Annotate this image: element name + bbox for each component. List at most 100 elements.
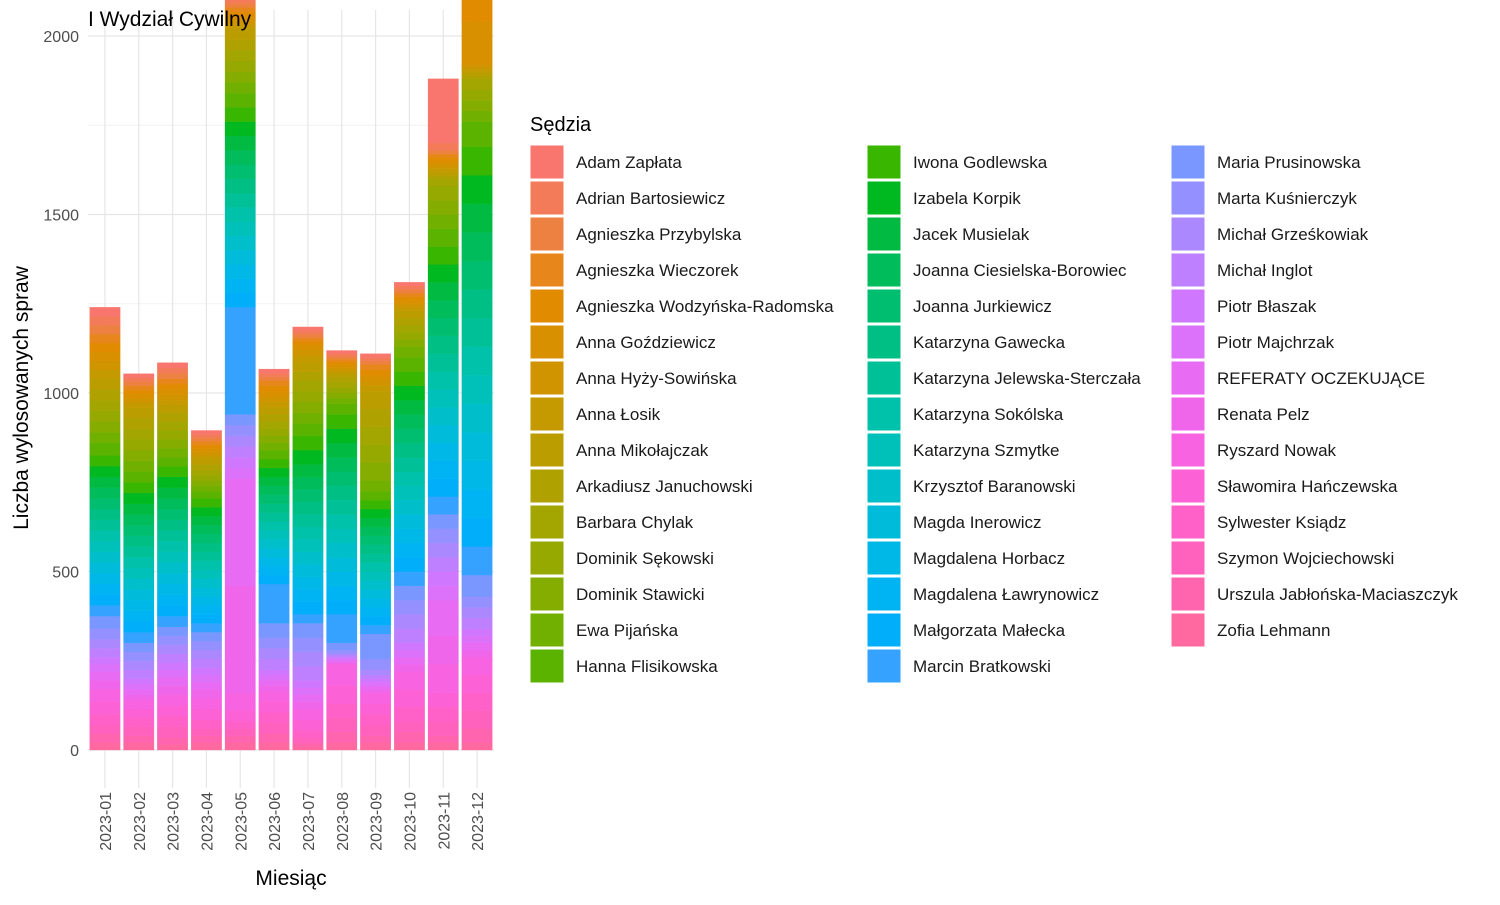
bar-segment bbox=[292, 746, 324, 751]
bar-segment bbox=[292, 337, 324, 342]
bar-segment bbox=[258, 376, 290, 381]
bar-segment bbox=[123, 678, 155, 685]
bar-segment bbox=[89, 541, 121, 553]
x-tick-label: 2023-10 bbox=[402, 792, 419, 851]
bar-segment bbox=[123, 735, 155, 744]
bar-segment bbox=[394, 385, 425, 401]
bar-segment bbox=[258, 391, 290, 397]
legend-key bbox=[866, 288, 902, 324]
bar-segment bbox=[191, 441, 222, 445]
bar-segment bbox=[326, 471, 358, 486]
bar-segment bbox=[123, 708, 155, 719]
bar-segment bbox=[292, 401, 324, 413]
bar-segment bbox=[427, 167, 459, 172]
bar-segment bbox=[258, 530, 290, 540]
bar-segment bbox=[427, 178, 459, 187]
bar-segment bbox=[157, 685, 188, 695]
bar-segment bbox=[360, 369, 391, 376]
bar-segment bbox=[89, 562, 121, 574]
bar-segment bbox=[360, 674, 391, 679]
bar-segment bbox=[89, 455, 121, 467]
legend-key bbox=[1170, 612, 1206, 648]
bar-segment bbox=[461, 403, 493, 433]
bar-segment bbox=[123, 398, 155, 404]
bar-segment bbox=[258, 396, 290, 403]
bar-segment bbox=[191, 560, 222, 570]
bar-segment bbox=[461, 110, 493, 122]
bar-segment bbox=[191, 542, 222, 553]
bar-segment bbox=[461, 635, 493, 644]
bar-segment bbox=[258, 690, 290, 702]
bar-segment bbox=[89, 742, 121, 751]
legend-key bbox=[529, 216, 565, 252]
bar-segment bbox=[224, 135, 256, 151]
bar-segment bbox=[191, 587, 222, 597]
bar-segment bbox=[89, 476, 121, 488]
bar-segment bbox=[89, 333, 121, 344]
bar-segment bbox=[360, 357, 391, 362]
bar-segment bbox=[427, 282, 459, 301]
x-axis-label: Miesiąc bbox=[255, 867, 326, 890]
bar-segment bbox=[258, 494, 290, 504]
bar-segment bbox=[258, 407, 290, 415]
legend-label: Anna Hyży-Sowińska bbox=[576, 369, 737, 388]
bar-segment bbox=[394, 399, 425, 415]
bar-segment bbox=[427, 692, 459, 708]
bar-segment bbox=[394, 357, 425, 372]
bar-segment bbox=[157, 715, 188, 727]
bar-segment bbox=[394, 300, 425, 304]
legend-key bbox=[1170, 324, 1206, 360]
bar-segment bbox=[394, 649, 425, 658]
bar-segment bbox=[427, 478, 459, 497]
bar-segment bbox=[157, 626, 188, 636]
bar-segment bbox=[157, 378, 188, 385]
legend-key bbox=[866, 540, 902, 576]
bar-segment bbox=[360, 669, 391, 676]
bar-segment bbox=[89, 680, 121, 690]
bar-segment bbox=[157, 676, 188, 686]
bar-segment bbox=[191, 524, 222, 535]
bar-segment bbox=[461, 0, 493, 22]
legend-label: Zofia Lehmann bbox=[1217, 621, 1330, 640]
legend-label: Michał Grześkowiak bbox=[1217, 225, 1369, 244]
legend-label: Marta Kuśnierczyk bbox=[1217, 189, 1357, 208]
bar-segment bbox=[461, 67, 493, 72]
bar-segment bbox=[427, 164, 459, 169]
bar-segment bbox=[89, 389, 121, 401]
bar-segment bbox=[292, 737, 324, 744]
bar-segment bbox=[292, 589, 324, 602]
bar-segment bbox=[224, 292, 256, 308]
bar-segment bbox=[326, 703, 358, 719]
bar-segment bbox=[292, 551, 324, 565]
bar-segment bbox=[157, 653, 188, 663]
bar-segment bbox=[157, 362, 188, 369]
bar-segment bbox=[157, 394, 188, 401]
bar-segment bbox=[123, 460, 155, 472]
bar-segment bbox=[258, 428, 290, 436]
bar-segment bbox=[461, 728, 493, 744]
x-tick-label: 2023-05 bbox=[233, 792, 250, 851]
bar-segment bbox=[360, 735, 391, 744]
bar-segment bbox=[394, 317, 425, 326]
bar-segment bbox=[394, 289, 425, 294]
bar-segment bbox=[89, 351, 121, 362]
bar-segment bbox=[258, 658, 290, 670]
bar-segment bbox=[461, 649, 493, 658]
bar-segment bbox=[394, 457, 425, 472]
bar-segment bbox=[326, 542, 358, 558]
legend-key bbox=[1170, 360, 1206, 396]
bar-segment bbox=[258, 458, 290, 469]
bar-segment bbox=[224, 721, 256, 729]
bar-segment bbox=[360, 553, 391, 563]
bar-segment bbox=[394, 571, 425, 586]
bar-segment bbox=[394, 303, 425, 308]
bar-segment bbox=[360, 682, 391, 686]
x-tick-label: 2023-02 bbox=[132, 792, 149, 851]
bar-segment bbox=[191, 708, 222, 720]
legend-label: Piotr Błaszak bbox=[1217, 297, 1317, 316]
bar-segment bbox=[326, 457, 358, 472]
legend-key bbox=[866, 144, 902, 180]
bar-segment bbox=[292, 665, 324, 681]
bar-segment bbox=[123, 660, 155, 670]
